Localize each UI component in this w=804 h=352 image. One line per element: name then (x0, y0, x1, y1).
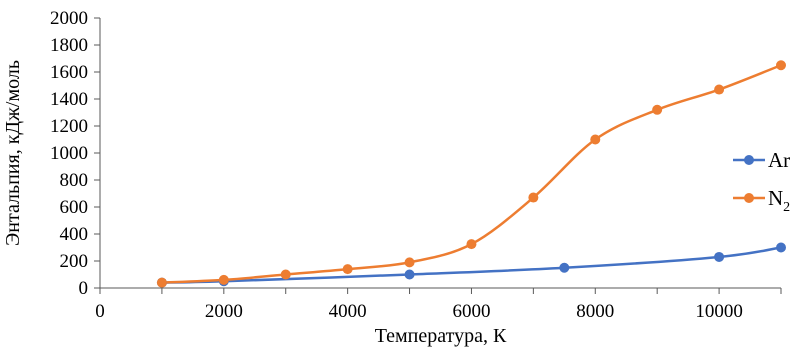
legend: Ar N2 (733, 148, 790, 215)
data-point-n2 (218, 274, 229, 285)
data-point-n2 (466, 239, 477, 250)
data-point-n2 (652, 104, 663, 115)
x-axis-title: Температура, К (375, 325, 507, 347)
series-markers (156, 60, 786, 288)
y-tick-label: 1400 (50, 89, 88, 110)
y-axis-title: Энтальпия, кДж/моль (2, 60, 24, 246)
series-line-n2 (160, 64, 783, 284)
y-tick-label: 600 (60, 197, 89, 218)
data-point-n2 (714, 84, 725, 95)
y-tick-label: 2000 (50, 8, 88, 29)
x-tick-label: 8000 (576, 301, 614, 322)
data-point-ar (714, 251, 725, 262)
data-point-ar (776, 242, 786, 253)
axes (94, 17, 782, 294)
legend-label-ar: Ar (768, 148, 790, 172)
x-tick-label: 4000 (329, 301, 367, 322)
y-tick-label: 1000 (50, 143, 88, 164)
legend-item-ar: Ar (733, 148, 790, 172)
data-point-ar (559, 262, 570, 273)
y-tick-label: 800 (60, 170, 89, 191)
y-tick-label: 400 (60, 224, 89, 245)
y-tick-label: 1800 (50, 35, 88, 56)
series-lines (160, 64, 783, 284)
x-tick-labels: 0 2000 4000 6000 8000 10000 (95, 301, 743, 322)
y-tick-label: 200 (60, 251, 89, 272)
data-point-n2 (590, 134, 601, 145)
legend-item-n2: N2 (733, 186, 790, 215)
data-point-n2 (404, 257, 415, 268)
legend-marker-ar (744, 155, 754, 165)
y-tick-label: 0 (79, 278, 89, 299)
x-tick-label: 10000 (695, 301, 743, 322)
x-tick-label: 2000 (205, 301, 243, 322)
data-point-n2 (156, 277, 167, 288)
x-tick-label: 0 (95, 301, 105, 322)
data-point-n2 (528, 192, 539, 203)
data-point-n2 (776, 60, 786, 71)
y-tick-labels: 0 200 400 600 800 1000 1200 1400 1600 1800 2000 (50, 8, 88, 299)
data-point-n2 (280, 269, 291, 280)
y-tick-label: 1200 (50, 116, 88, 137)
data-point-ar (404, 269, 415, 280)
y-tick-label: 1600 (50, 62, 88, 83)
y-axis-title-group: Энтальпия, кДж/моль (2, 60, 24, 246)
data-point-n2 (342, 264, 353, 275)
x-tick-label: 6000 (452, 301, 490, 322)
legend-marker-n2 (744, 193, 754, 203)
legend-label-n2: N2 (768, 186, 790, 215)
